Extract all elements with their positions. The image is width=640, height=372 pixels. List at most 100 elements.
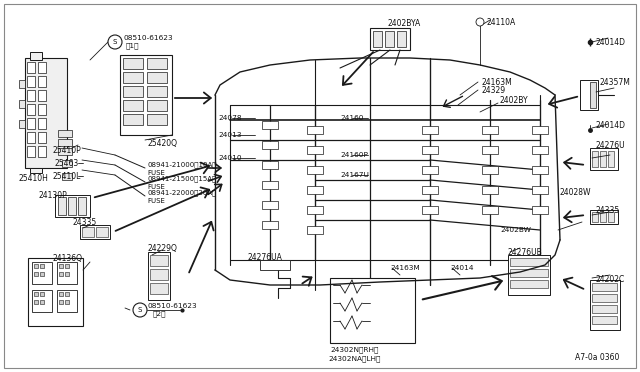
Bar (28, 258, 83, 326)
Bar (120, 55, 172, 135)
Bar (58, 148, 72, 155)
Text: 24014D: 24014D (596, 38, 626, 46)
Bar (58, 197, 66, 215)
Bar (150, 269, 168, 280)
Bar (59, 272, 63, 276)
Text: 08941-21500＜15A＞: 08941-21500＜15A＞ (147, 176, 216, 182)
Bar (592, 151, 598, 167)
Bar (32, 262, 52, 284)
Bar (262, 161, 278, 169)
Bar (55, 195, 90, 217)
Text: 24329: 24329 (482, 86, 506, 94)
Bar (123, 58, 143, 69)
Bar (373, 31, 382, 47)
Text: 24335: 24335 (72, 218, 96, 227)
Text: 08510-61623: 08510-61623 (123, 35, 173, 41)
Bar (307, 206, 323, 214)
Text: 2402BW: 2402BW (500, 227, 531, 233)
Bar (590, 82, 596, 108)
Text: 24276UB: 24276UB (508, 247, 543, 257)
Bar (82, 227, 94, 237)
Bar (123, 86, 143, 97)
Bar (96, 227, 108, 237)
Bar (27, 118, 35, 129)
Bar (68, 197, 76, 215)
Bar (58, 130, 72, 137)
Text: 24160P: 24160P (340, 152, 368, 158)
Bar (262, 201, 278, 209)
Bar (38, 62, 46, 73)
Text: 24136Q: 24136Q (52, 253, 82, 263)
Bar (25, 58, 67, 168)
Bar (532, 206, 548, 214)
Text: 25410L: 25410L (52, 171, 81, 180)
Bar (532, 146, 548, 154)
Circle shape (476, 18, 484, 26)
Bar (397, 31, 406, 47)
Text: 25410P: 25410P (52, 145, 81, 154)
Bar (590, 148, 618, 170)
Bar (508, 255, 550, 295)
Bar (307, 226, 323, 234)
Text: 24276UA: 24276UA (248, 253, 283, 263)
Bar (32, 290, 52, 312)
Bar (34, 272, 38, 276)
Bar (608, 151, 614, 167)
Bar (510, 269, 548, 277)
Bar (307, 146, 323, 154)
Bar (148, 252, 170, 300)
Text: FUSE: FUSE (147, 170, 165, 176)
Bar (600, 212, 606, 222)
Text: A7-0a 0360: A7-0a 0360 (575, 353, 620, 362)
Bar (80, 225, 110, 239)
Bar (147, 114, 167, 125)
Bar (580, 80, 598, 110)
Text: 24302NA（LH）: 24302NA（LH） (329, 356, 381, 362)
Bar (532, 126, 548, 134)
Bar (38, 104, 46, 115)
Text: 25463: 25463 (54, 158, 78, 167)
Bar (123, 100, 143, 111)
Bar (482, 186, 498, 194)
Bar (307, 186, 323, 194)
Bar (65, 300, 69, 304)
Bar (65, 264, 69, 268)
Bar (262, 121, 278, 129)
Bar (40, 264, 44, 268)
Bar (38, 146, 46, 157)
Bar (262, 221, 278, 229)
Text: 24014: 24014 (450, 265, 474, 271)
Bar (59, 300, 63, 304)
Bar (262, 141, 278, 149)
Bar (65, 272, 69, 276)
Bar (27, 76, 35, 87)
Bar (330, 278, 415, 343)
Bar (58, 139, 72, 146)
Bar (27, 146, 35, 157)
Bar (592, 316, 617, 324)
Bar (147, 100, 167, 111)
Bar (59, 292, 63, 296)
Text: 24335: 24335 (596, 205, 620, 215)
Bar (38, 76, 46, 87)
Bar (30, 168, 42, 173)
Bar (59, 264, 63, 268)
Text: 08941-21000＜10A＞: 08941-21000＜10A＞ (147, 162, 216, 168)
Text: 24110A: 24110A (487, 17, 516, 26)
Text: 24163M: 24163M (482, 77, 513, 87)
Bar (150, 283, 168, 294)
Bar (62, 160, 72, 167)
Bar (78, 197, 86, 215)
Text: （2）: （2） (153, 311, 166, 317)
Bar (27, 104, 35, 115)
Bar (422, 126, 438, 134)
Bar (307, 166, 323, 174)
Text: 24302N（RH）: 24302N（RH） (331, 347, 379, 353)
Text: 24229Q: 24229Q (148, 244, 178, 253)
Text: 2402BY: 2402BY (500, 96, 529, 105)
Bar (482, 206, 498, 214)
Bar (19, 120, 25, 128)
Bar (147, 58, 167, 69)
Bar (385, 31, 394, 47)
Bar (592, 294, 617, 302)
